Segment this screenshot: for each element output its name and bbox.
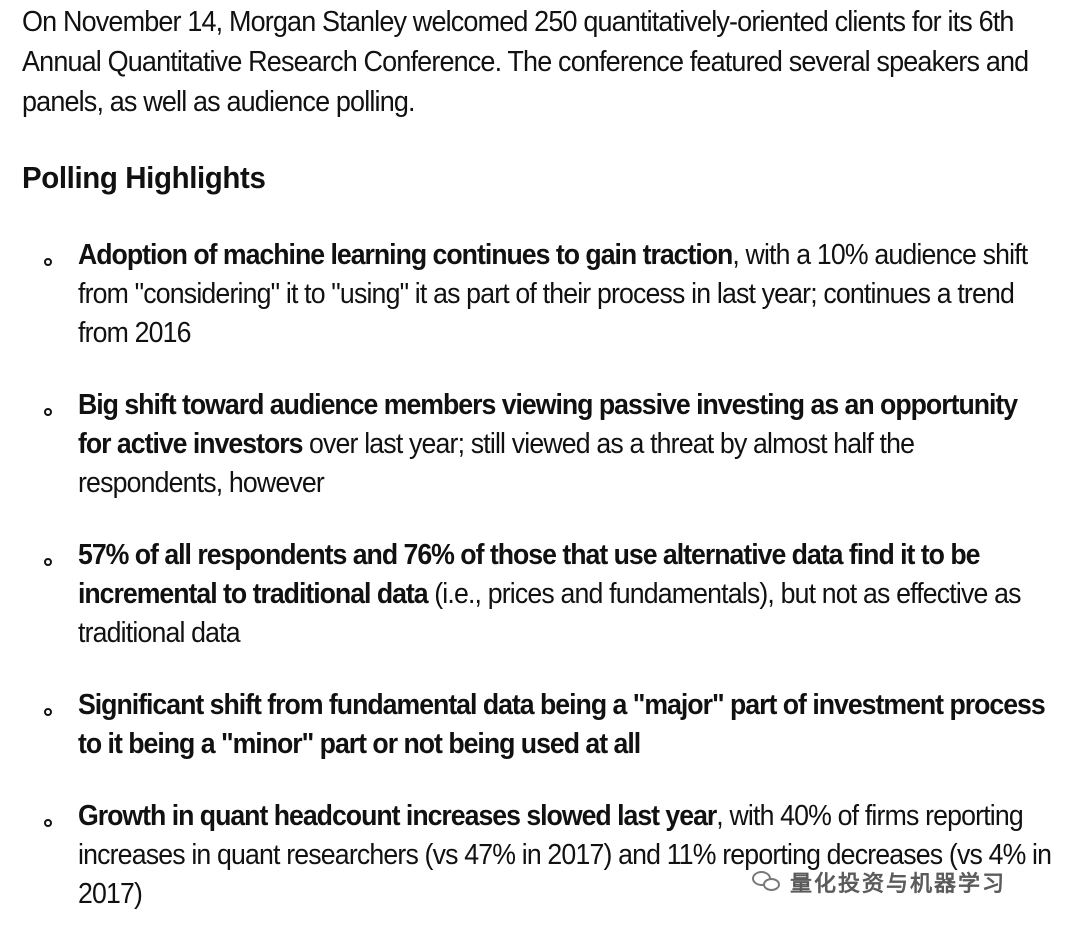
bullet-bold-text: 57% of all respondents and 76% of those … bbox=[78, 539, 980, 610]
bullet-icon bbox=[44, 408, 52, 416]
bullet-icon bbox=[44, 819, 52, 827]
bullet-text: Significant shift from fundamental data … bbox=[78, 686, 1053, 764]
intro-paragraph: On November 14, Morgan Stanley welcomed … bbox=[22, 6, 1029, 118]
list-item: Significant shift from fundamental data … bbox=[22, 686, 1068, 764]
bullet-text: Big shift toward audience members viewin… bbox=[78, 386, 1053, 503]
bullet-bold-text: Growth in quant headcount increases slow… bbox=[78, 800, 717, 832]
bullet-text: Adoption of machine learning continues t… bbox=[78, 236, 1053, 353]
list-item: Growth in quant headcount increases slow… bbox=[22, 797, 1068, 914]
bullet-text: 57% of all respondents and 76% of those … bbox=[78, 536, 1053, 653]
wechat-icon bbox=[752, 869, 782, 895]
section-heading: Polling Highlights bbox=[22, 160, 266, 195]
document-page: On November 14, Morgan Stanley welcomed … bbox=[22, 0, 1068, 910]
list-item: Big shift toward audience members viewin… bbox=[22, 386, 1068, 503]
bullet-icon bbox=[44, 558, 52, 566]
bullet-regular-text: , with a 10% audience shift from "consid… bbox=[78, 239, 1028, 349]
bullet-icon bbox=[44, 258, 52, 266]
bullet-regular-text: over last year; still viewed as a threat… bbox=[78, 428, 915, 499]
list-item: 57% of all respondents and 76% of those … bbox=[22, 536, 1068, 653]
highlights-list: Adoption of machine learning continues t… bbox=[22, 236, 1068, 947]
bullet-text: Growth in quant headcount increases slow… bbox=[78, 797, 1053, 914]
watermark: 量化投资与机器学习 bbox=[752, 866, 1006, 898]
list-item: Adoption of machine learning continues t… bbox=[22, 236, 1068, 353]
bullet-bold-text: Adoption of machine learning continues t… bbox=[78, 239, 733, 271]
watermark-text: 量化投资与机器学习 bbox=[790, 872, 1007, 897]
bullet-regular-text: (i.e., prices and fundamentals), but not… bbox=[78, 578, 1021, 649]
bullet-bold-text: Significant shift from fundamental data … bbox=[78, 689, 1046, 760]
bullet-bold-text: Big shift toward audience members viewin… bbox=[78, 389, 1018, 460]
bullet-icon bbox=[44, 708, 52, 716]
bullet-regular-text: , with 40% of firms reporting increases … bbox=[78, 800, 1052, 910]
